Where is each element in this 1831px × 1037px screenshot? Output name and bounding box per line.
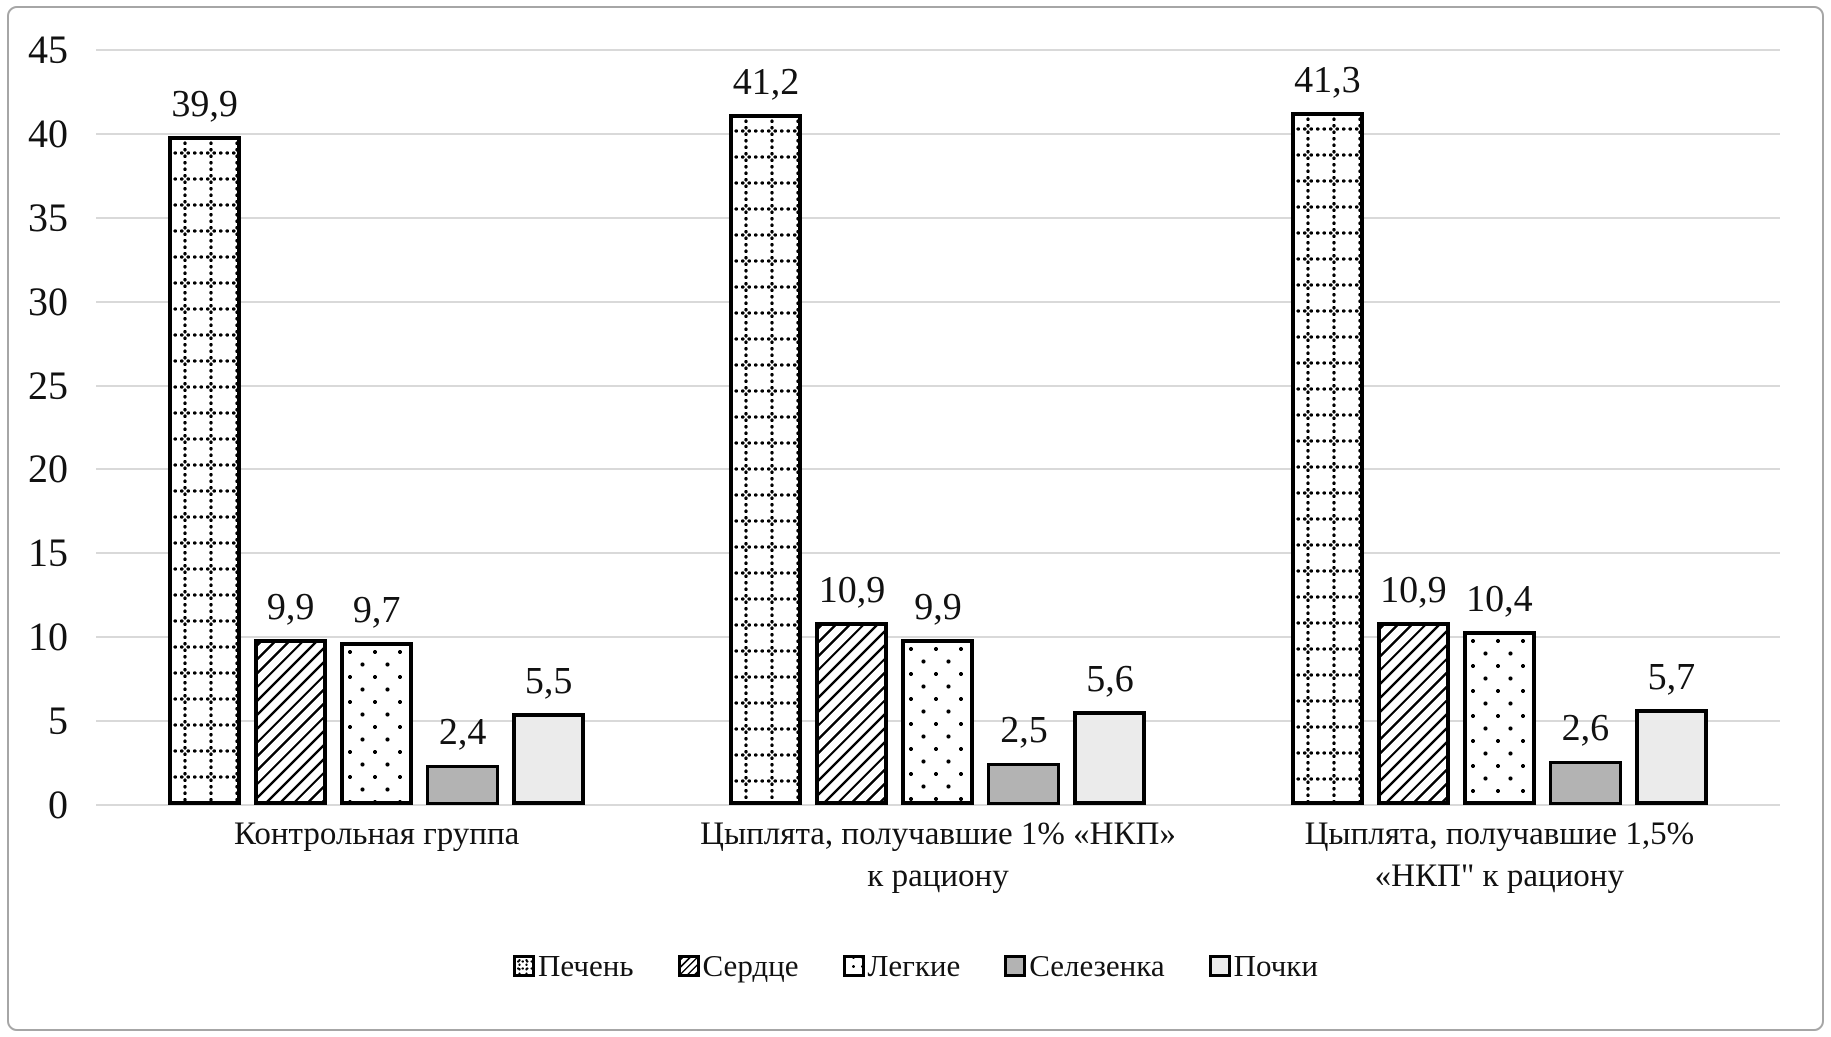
category-group: 41,2 10,9 9,9 2,5 5,6 bbox=[657, 50, 1218, 805]
bar-value-label: 2,6 bbox=[1561, 707, 1610, 750]
legend: Печень Сердце Легкие Селезенка Почки bbox=[0, 948, 1831, 984]
bar-dotted-grid: 41,3 bbox=[1290, 59, 1364, 805]
legend-label: Почки bbox=[1233, 948, 1318, 983]
bar-value-label: 5,7 bbox=[1647, 656, 1696, 699]
legend-label: Селезенка bbox=[1029, 948, 1165, 983]
y-axis-tick-label: 45 bbox=[28, 27, 68, 72]
bar-solid-medium-gray: 2,5 bbox=[987, 709, 1061, 805]
y-axis-tick-label: 10 bbox=[28, 614, 68, 660]
bar-value-label: 9,9 bbox=[266, 585, 315, 628]
bar-value-label: 41,2 bbox=[732, 60, 800, 103]
bar-solid-medium-gray: 2,6 bbox=[1548, 707, 1622, 805]
bar-value-label: 39,9 bbox=[171, 82, 238, 125]
bars-layer: 39,9 9,9 9,7 2,4 5,5 41,2 10,9 9,9 2,5 5,6 41,3 10,… bbox=[96, 50, 1780, 805]
legend-item: Почки bbox=[1208, 948, 1318, 984]
y-axis: 0 5 10 15 20 25 30 35 40 45 bbox=[0, 28, 68, 827]
legend-swatch-diagonal-hatch-icon bbox=[677, 955, 700, 977]
x-axis-category-label: Цыплята, получавшие 1,5% «НКП" к рациону bbox=[1304, 816, 1695, 895]
bar-value-label: 2,5 bbox=[1000, 709, 1048, 752]
bar-sparse-dots: 9,9 bbox=[901, 586, 975, 805]
legend-swatch-sparse-dots-icon bbox=[842, 955, 865, 977]
y-axis-tick-label: 0 bbox=[48, 782, 68, 827]
bar-value-label: 9,7 bbox=[352, 589, 401, 632]
bar-sparse-dots: 9,7 bbox=[340, 589, 414, 805]
bar-diagonal-hatch: 10,9 bbox=[815, 569, 889, 805]
y-axis-tick-label: 15 bbox=[28, 530, 68, 576]
bar-value-label: 41,3 bbox=[1294, 59, 1361, 102]
x-axis-category-label: Контрольная группа bbox=[234, 816, 520, 852]
gridline bbox=[96, 300, 1780, 303]
y-axis-tick-label: 5 bbox=[48, 698, 68, 744]
bar-diagonal-hatch: 9,9 bbox=[254, 586, 328, 805]
gridline bbox=[96, 216, 1780, 219]
gridline bbox=[96, 804, 1780, 806]
y-axis-tick-label: 30 bbox=[28, 278, 68, 324]
legend-swatch-dotted-grid-icon bbox=[513, 955, 536, 977]
bar-value-label: 10,9 bbox=[818, 569, 886, 612]
legend-item: Печень bbox=[513, 948, 634, 984]
bar-diagonal-hatch: 10,9 bbox=[1376, 569, 1450, 805]
category-group: 41,3 10,9 10,4 2,6 5,7 bbox=[1219, 50, 1780, 805]
legend-item: Селезенка bbox=[1004, 948, 1165, 984]
bar-dotted-grid: 39,9 bbox=[168, 83, 242, 805]
bar-sparse-dots: 10,4 bbox=[1462, 578, 1536, 805]
plot-area: 39,9 9,9 9,7 2,4 5,5 41,2 10,9 9,9 2,5 5,6 41,3 10,… bbox=[96, 49, 1780, 806]
y-axis-tick-label: 40 bbox=[28, 110, 68, 156]
legend-swatch-solid-light-gray-icon bbox=[1208, 955, 1231, 977]
gridline bbox=[96, 132, 1780, 135]
bar-solid-light-gray: 5,5 bbox=[512, 660, 586, 805]
bar-solid-light-gray: 5,6 bbox=[1073, 658, 1147, 805]
y-axis-tick-label: 35 bbox=[28, 194, 68, 240]
x-axis: Контрольная группа Цыплята, получавшие 1%… bbox=[96, 813, 1780, 897]
chart-frame bbox=[7, 6, 1824, 1031]
bar-solid-medium-gray: 2,4 bbox=[426, 711, 500, 805]
category-group: 39,9 9,9 9,7 2,4 5,5 bbox=[96, 50, 657, 805]
legend-label: Печень bbox=[538, 948, 634, 983]
gridline bbox=[96, 49, 1780, 51]
gridline bbox=[96, 636, 1780, 639]
bar-value-label: 9,9 bbox=[914, 585, 962, 628]
y-axis-tick-label: 25 bbox=[28, 362, 68, 408]
legend-item: Сердце bbox=[677, 948, 799, 984]
legend-swatch-solid-medium-gray-icon bbox=[1004, 955, 1027, 977]
y-axis-tick-label: 20 bbox=[28, 446, 68, 492]
bar-value-label: 5,6 bbox=[1086, 658, 1134, 701]
gridline bbox=[96, 552, 1780, 555]
legend-label: Легкие bbox=[867, 948, 961, 983]
bar-dotted-grid: 41,2 bbox=[729, 61, 803, 805]
bar-value-label: 5,5 bbox=[524, 659, 573, 702]
bar-value-label: 2,4 bbox=[438, 710, 487, 753]
gridline bbox=[96, 384, 1780, 387]
gridline bbox=[96, 468, 1780, 471]
x-axis-category-label: Цыплята, получавшие 1% «НКП» к рациону bbox=[700, 816, 1176, 895]
bar-solid-light-gray: 5,7 bbox=[1634, 656, 1708, 805]
legend-label: Сердце bbox=[702, 948, 799, 983]
bar-value-label: 10,9 bbox=[1380, 569, 1447, 612]
legend-item: Легкие bbox=[842, 948, 961, 984]
bar-value-label: 10,4 bbox=[1466, 577, 1533, 620]
